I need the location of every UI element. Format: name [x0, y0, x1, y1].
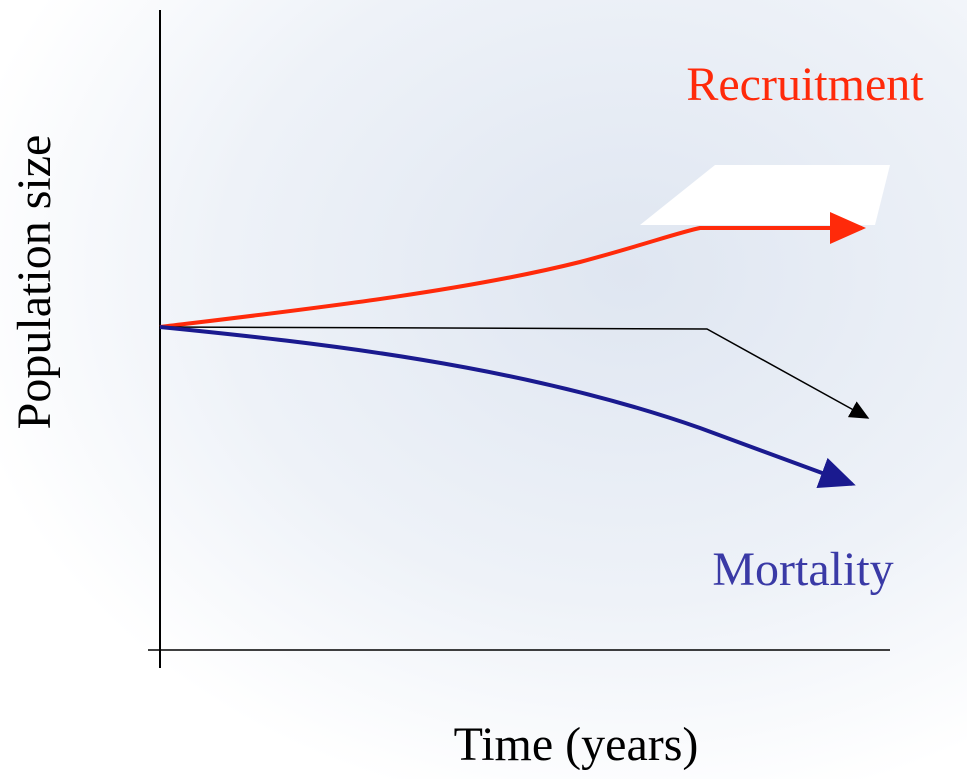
y-axis-label: Population size [8, 135, 61, 430]
baseline-curve [159, 326, 870, 419]
white-patch [640, 165, 890, 225]
mortality-curve [159, 325, 856, 488]
recruitment-label: Recruitment [686, 58, 924, 111]
x-axis-label: Time (years) [454, 718, 699, 771]
mortality-label: Mortality [712, 543, 893, 596]
recruitment-curve [159, 212, 866, 329]
